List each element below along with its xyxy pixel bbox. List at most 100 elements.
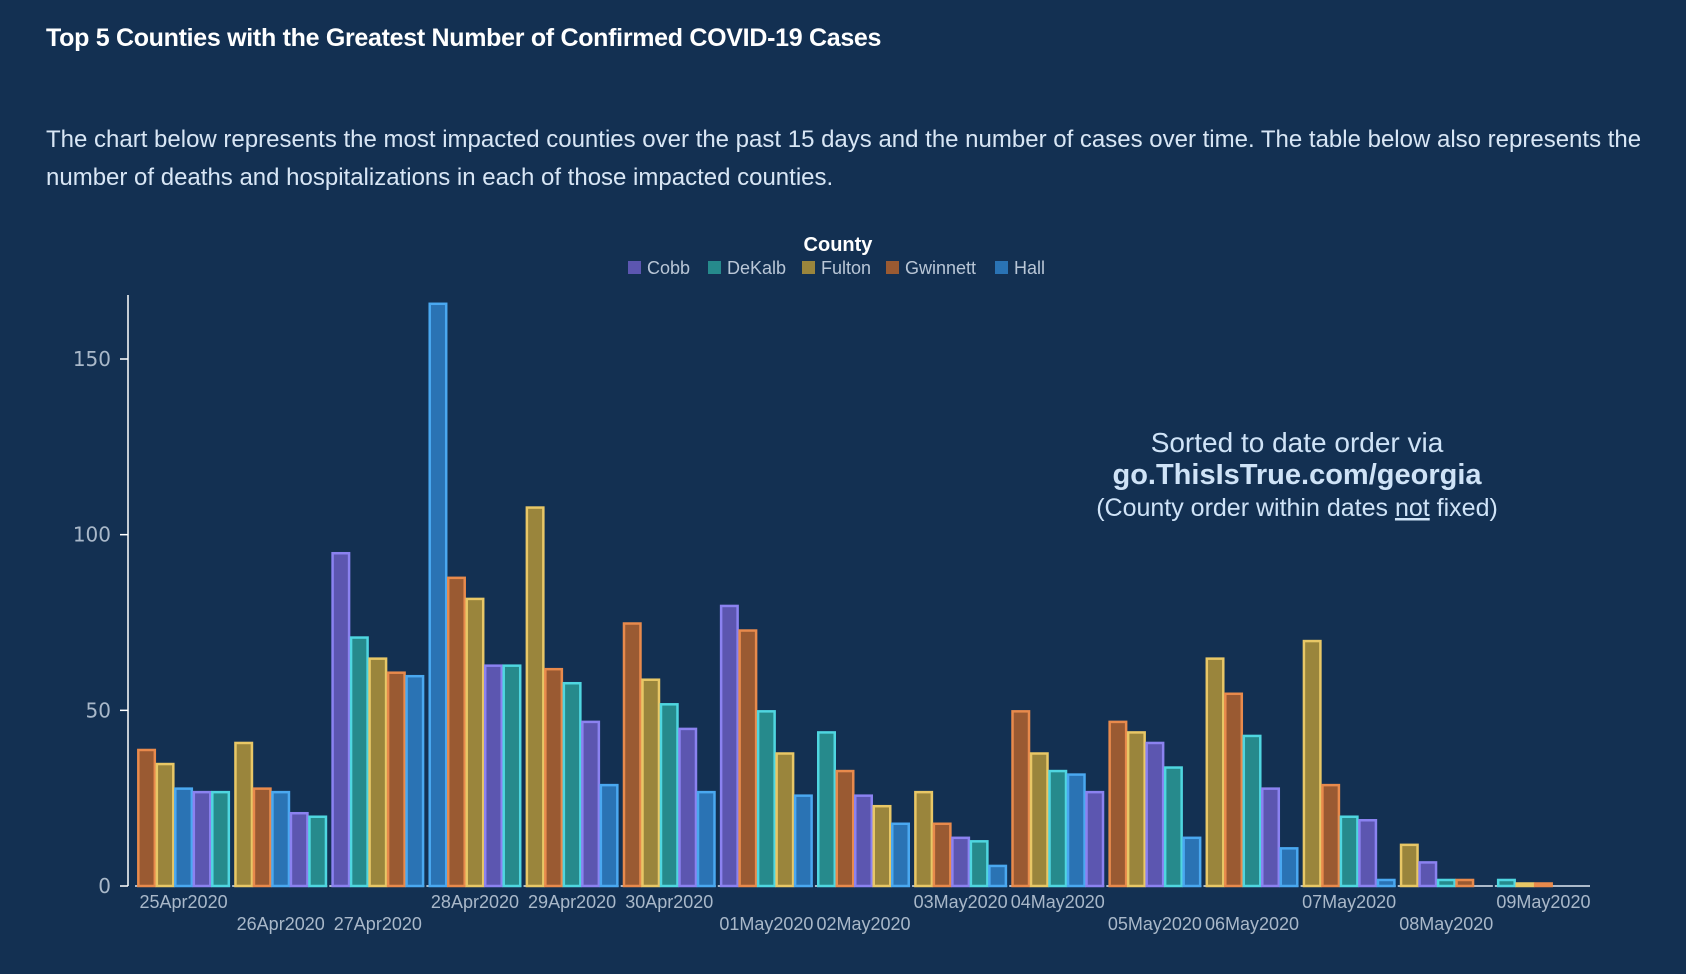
bar-02May2020-fulton[interactable] bbox=[872, 804, 892, 888]
x-tick-label: 08May2020 bbox=[1399, 914, 1493, 934]
bar-25Apr2020-fulton[interactable] bbox=[155, 762, 175, 888]
x-tick-label: 05May2020 bbox=[1108, 914, 1202, 934]
bar-07May2020-gwinnett[interactable] bbox=[1321, 783, 1341, 888]
bar-09May2020-fulton[interactable] bbox=[1515, 882, 1535, 888]
bar-05May2020-gwinnett[interactable] bbox=[1108, 720, 1128, 888]
bar-28Apr2020-gwinnett[interactable] bbox=[446, 576, 466, 888]
bar-29Apr2020-hall[interactable] bbox=[599, 783, 619, 888]
bar-30Apr2020-gwinnett[interactable] bbox=[622, 622, 642, 888]
bar-30Apr2020-fulton[interactable] bbox=[641, 678, 661, 888]
bar-27Apr2020-gwinnett[interactable] bbox=[386, 671, 406, 888]
bar-04May2020-gwinnett[interactable] bbox=[1011, 710, 1031, 888]
bar-08May2020-dekalb[interactable] bbox=[1436, 878, 1456, 888]
bar-08May2020-gwinnett[interactable] bbox=[1455, 878, 1475, 888]
legend-label-hall[interactable]: Hall bbox=[1014, 258, 1045, 278]
bar-07May2020-hall[interactable] bbox=[1376, 878, 1396, 888]
bar-30Apr2020-hall[interactable] bbox=[696, 790, 716, 888]
bar-03May2020-gwinnett[interactable] bbox=[932, 822, 952, 888]
bar-25Apr2020-gwinnett[interactable] bbox=[137, 748, 157, 888]
bar-07May2020-fulton[interactable] bbox=[1302, 639, 1322, 888]
bar-07May2020-dekalb[interactable] bbox=[1339, 815, 1359, 888]
bar-09May2020-dekalb[interactable] bbox=[1496, 878, 1516, 888]
legend-label-dekalb[interactable]: DeKalb bbox=[727, 258, 786, 278]
annotation-line-3-not: not bbox=[1395, 494, 1430, 522]
bar-27Apr2020-fulton[interactable] bbox=[368, 657, 388, 888]
bar-06May2020-dekalb[interactable] bbox=[1242, 734, 1262, 888]
annotation-line-3-post: fixed) bbox=[1430, 494, 1498, 522]
bar-25Apr2020-dekalb[interactable] bbox=[211, 790, 231, 888]
bar-06May2020-fulton[interactable] bbox=[1205, 657, 1225, 888]
bar-06May2020-cobb[interactable] bbox=[1261, 787, 1281, 888]
bar-03May2020-dekalb[interactable] bbox=[969, 840, 989, 888]
bar-04May2020-cobb[interactable] bbox=[1085, 790, 1105, 888]
bar-09May2020-gwinnett[interactable] bbox=[1533, 882, 1553, 888]
bar-28Apr2020-hall[interactable] bbox=[428, 302, 448, 888]
bar-04May2020-dekalb[interactable] bbox=[1048, 769, 1068, 888]
bar-05May2020-dekalb[interactable] bbox=[1163, 766, 1183, 888]
bars bbox=[137, 302, 1553, 888]
x-tick-label: 06May2020 bbox=[1205, 914, 1299, 934]
bar-01May2020-hall[interactable] bbox=[793, 794, 813, 888]
bar-03May2020-fulton[interactable] bbox=[914, 790, 934, 888]
bar-06May2020-hall[interactable] bbox=[1279, 847, 1299, 888]
x-tick-label: 30Apr2020 bbox=[625, 892, 713, 912]
bar-26Apr2020-hall[interactable] bbox=[271, 790, 291, 888]
bar-01May2020-dekalb[interactable] bbox=[756, 710, 776, 888]
bar-08May2020-cobb[interactable] bbox=[1418, 861, 1438, 888]
bar-30Apr2020-cobb[interactable] bbox=[678, 727, 698, 888]
legend-label-cobb[interactable]: Cobb bbox=[647, 258, 690, 278]
bar-02May2020-dekalb[interactable] bbox=[817, 731, 836, 888]
bar-04May2020-fulton[interactable] bbox=[1029, 752, 1049, 888]
x-tick-label: 28Apr2020 bbox=[431, 892, 519, 912]
bar-05May2020-hall[interactable] bbox=[1182, 836, 1202, 888]
bar-26Apr2020-dekalb[interactable] bbox=[308, 815, 328, 888]
bar-27Apr2020-dekalb[interactable] bbox=[349, 636, 369, 888]
x-tick-label: 04May2020 bbox=[1011, 892, 1105, 912]
bar-29Apr2020-dekalb[interactable] bbox=[562, 681, 582, 888]
bar-26Apr2020-fulton[interactable] bbox=[234, 741, 254, 888]
x-tick-label: 25Apr2020 bbox=[140, 892, 228, 912]
bar-28Apr2020-dekalb[interactable] bbox=[502, 664, 522, 888]
bar-27Apr2020-cobb[interactable] bbox=[331, 551, 351, 888]
bar-04May2020-hall[interactable] bbox=[1066, 773, 1086, 888]
bar-02May2020-gwinnett[interactable] bbox=[835, 769, 855, 888]
bar-02May2020-cobb[interactable] bbox=[854, 794, 873, 888]
annotation-line-3-pre: (County order within dates bbox=[1096, 494, 1395, 522]
x-tick-label: 26Apr2020 bbox=[237, 914, 325, 934]
bar-07May2020-cobb[interactable] bbox=[1358, 818, 1378, 888]
bar-02May2020-hall[interactable] bbox=[891, 822, 910, 888]
bar-03May2020-hall[interactable] bbox=[988, 864, 1008, 888]
bar-01May2020-cobb[interactable] bbox=[719, 604, 739, 888]
legend-swatch-hall bbox=[995, 261, 1008, 274]
bar-30Apr2020-dekalb[interactable] bbox=[659, 703, 679, 888]
legend-swatch-cobb bbox=[628, 261, 641, 274]
annotation-link[interactable]: go.ThisIsTrue.com/georgia bbox=[1112, 459, 1482, 491]
bar-29Apr2020-cobb[interactable] bbox=[581, 720, 601, 888]
bar-28Apr2020-cobb[interactable] bbox=[483, 664, 503, 888]
legend-label-fulton[interactable]: Fulton bbox=[821, 258, 871, 278]
bar-01May2020-gwinnett[interactable] bbox=[738, 629, 758, 888]
bar-29Apr2020-fulton[interactable] bbox=[525, 506, 545, 888]
legend-label-gwinnett[interactable]: Gwinnett bbox=[905, 258, 976, 278]
bar-08May2020-fulton[interactable] bbox=[1399, 843, 1419, 888]
legend: County Cobb DeKalb Fulton Gwinnett Hall bbox=[628, 234, 1045, 278]
bar-25Apr2020-hall[interactable] bbox=[174, 787, 194, 888]
bar-25Apr2020-cobb[interactable] bbox=[192, 790, 212, 888]
y-tick-label: 0 bbox=[98, 874, 111, 898]
bar-29Apr2020-gwinnett[interactable] bbox=[544, 667, 564, 888]
bar-03May2020-cobb[interactable] bbox=[951, 836, 971, 888]
bar-26Apr2020-gwinnett[interactable] bbox=[252, 787, 272, 888]
page-title: Top 5 Counties with the Greatest Number … bbox=[46, 24, 882, 52]
y-tick-label: 100 bbox=[73, 523, 111, 547]
y-tick-label: 150 bbox=[73, 347, 111, 371]
legend-title: County bbox=[804, 234, 874, 256]
bar-05May2020-cobb[interactable] bbox=[1145, 741, 1165, 888]
bar-05May2020-fulton[interactable] bbox=[1126, 731, 1146, 888]
bar-26Apr2020-cobb[interactable] bbox=[289, 811, 309, 888]
bar-06May2020-gwinnett[interactable] bbox=[1224, 692, 1244, 888]
bar-27Apr2020-hall[interactable] bbox=[405, 674, 425, 888]
bar-28Apr2020-fulton[interactable] bbox=[465, 597, 485, 888]
annotation: Sorted to date order via go.ThisIsTrue.c… bbox=[1096, 427, 1498, 522]
bar-01May2020-fulton[interactable] bbox=[775, 752, 795, 888]
x-tick-label: 02May2020 bbox=[816, 914, 910, 934]
